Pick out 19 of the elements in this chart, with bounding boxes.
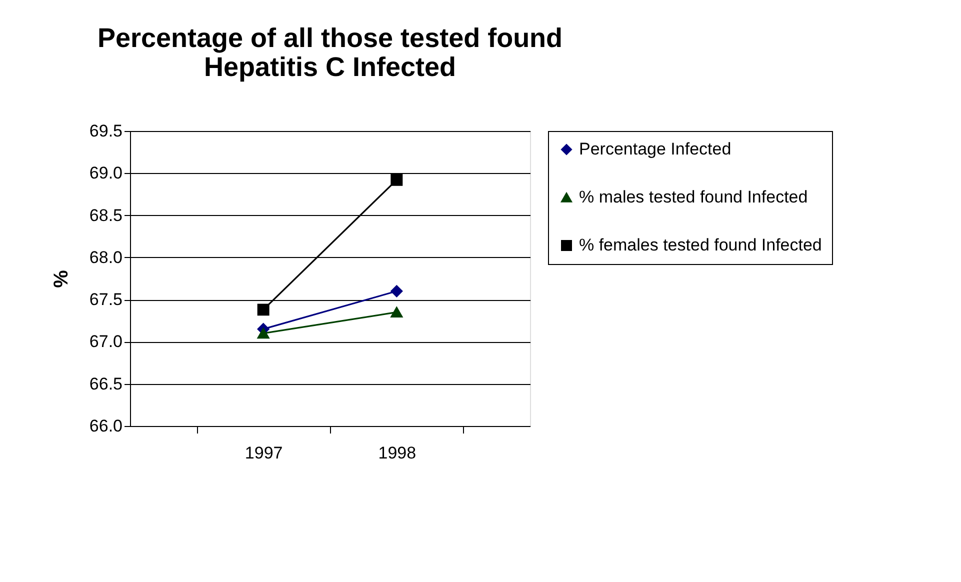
legend-label: % males tested found Infected (579, 188, 808, 206)
point (390, 174, 403, 186)
y-tick-label: 69.0 (89, 164, 122, 183)
y-tick-label: 68.5 (89, 206, 122, 225)
y-axis-title: % (50, 270, 72, 288)
text: Percentage of all those tested found (97, 23, 563, 53)
y-tick-label: 66.0 (89, 416, 122, 436)
y-tick-label: 69.5 (89, 122, 122, 140)
x-tick-label: 1997 (244, 444, 283, 462)
legend-label: % females tested found Infected (579, 236, 822, 254)
y-tick-label: 66.5 (89, 374, 122, 394)
point (257, 304, 270, 316)
text: Hepatitis C Infected (204, 52, 456, 82)
legend-label: Percentage Infected (579, 140, 732, 158)
y-tick-label: 67.5 (89, 290, 122, 310)
point (390, 285, 403, 298)
x-tick-label: 1998 (378, 444, 416, 462)
y-tick-label: 67.0 (89, 332, 122, 352)
y-tick-label: 68.0 (89, 248, 122, 267)
